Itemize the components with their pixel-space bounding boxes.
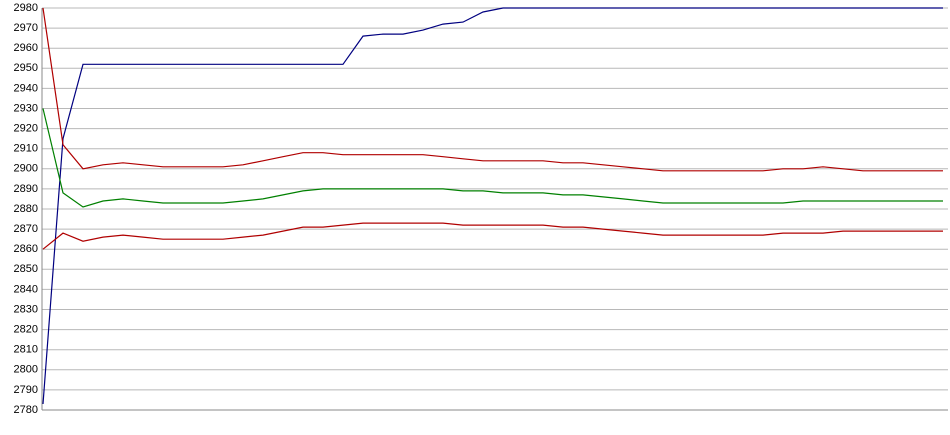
series-line xyxy=(42,222,943,250)
y-tick-label: 2940 xyxy=(14,82,38,94)
y-tick-label: 2840 xyxy=(14,283,38,295)
y-tick-label: 2790 xyxy=(14,384,38,396)
y-tick-label: 2930 xyxy=(14,102,38,114)
y-tick-label: 2920 xyxy=(14,123,38,135)
series-line xyxy=(42,108,943,208)
series-line xyxy=(42,7,943,172)
y-tick-label: 2780 xyxy=(14,404,38,416)
y-tick-label: 2800 xyxy=(14,364,38,376)
y-tick-label: 2890 xyxy=(14,183,38,195)
y-tick-label: 2980 xyxy=(14,2,38,14)
y-tick-label: 2910 xyxy=(14,143,38,155)
y-tick-label: 2860 xyxy=(14,243,38,255)
y-tick-label: 2850 xyxy=(14,263,38,275)
y-tick-label: 2960 xyxy=(14,42,38,54)
y-tick-label: 2810 xyxy=(14,344,38,356)
y-tick-label: 2970 xyxy=(14,22,38,34)
y-tick-label: 2880 xyxy=(14,203,38,215)
series-line xyxy=(42,7,943,405)
y-tick-label: 2820 xyxy=(14,324,38,336)
y-tick-label: 2900 xyxy=(14,163,38,175)
y-tick-label: 2830 xyxy=(14,303,38,315)
y-tick-label: 2950 xyxy=(14,62,38,74)
y-tick-label: 2870 xyxy=(14,223,38,235)
